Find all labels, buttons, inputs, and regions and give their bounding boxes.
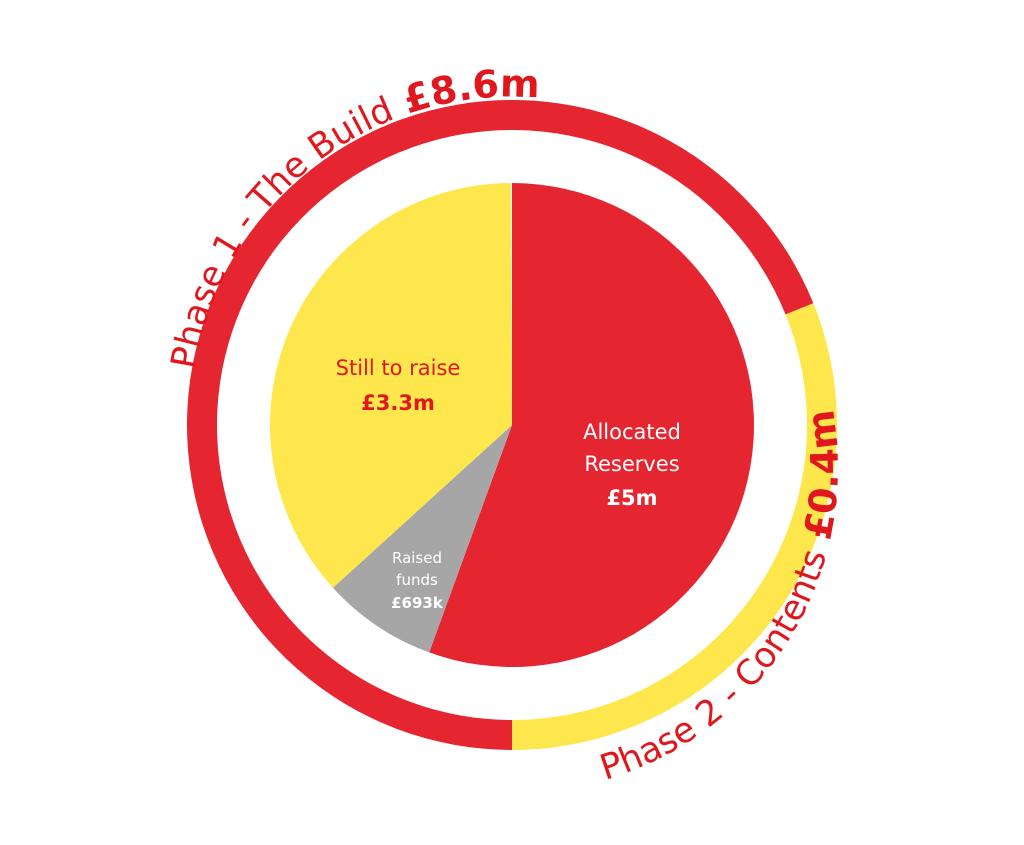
label-raised-funds: Raised funds £693k — [391, 549, 444, 612]
outer-ring — [187, 100, 837, 750]
slice-still-to-raise — [270, 183, 512, 588]
label-allocated-reserves: Allocated Reserves £5m — [583, 420, 681, 510]
slice-raised-funds — [332, 425, 512, 653]
allocated-label-line2: Reserves — [584, 452, 679, 476]
outer-segment-phase2 — [512, 303, 837, 750]
phase2-value: £0.4m — [795, 407, 847, 542]
label-still-to-raise: Still to raise £3.3m — [336, 356, 461, 415]
raised-label-line1: Raised — [392, 549, 442, 567]
still-to-raise-label: Still to raise — [336, 356, 461, 380]
allocated-value: £5m — [606, 486, 657, 510]
raised-value: £693k — [391, 594, 444, 612]
slice-allocated-reserves — [429, 183, 754, 667]
inner-pie — [270, 183, 754, 667]
still-to-raise-value: £3.3m — [361, 391, 435, 415]
raised-label-line2: funds — [396, 571, 438, 589]
allocated-label-line1: Allocated — [583, 420, 681, 444]
